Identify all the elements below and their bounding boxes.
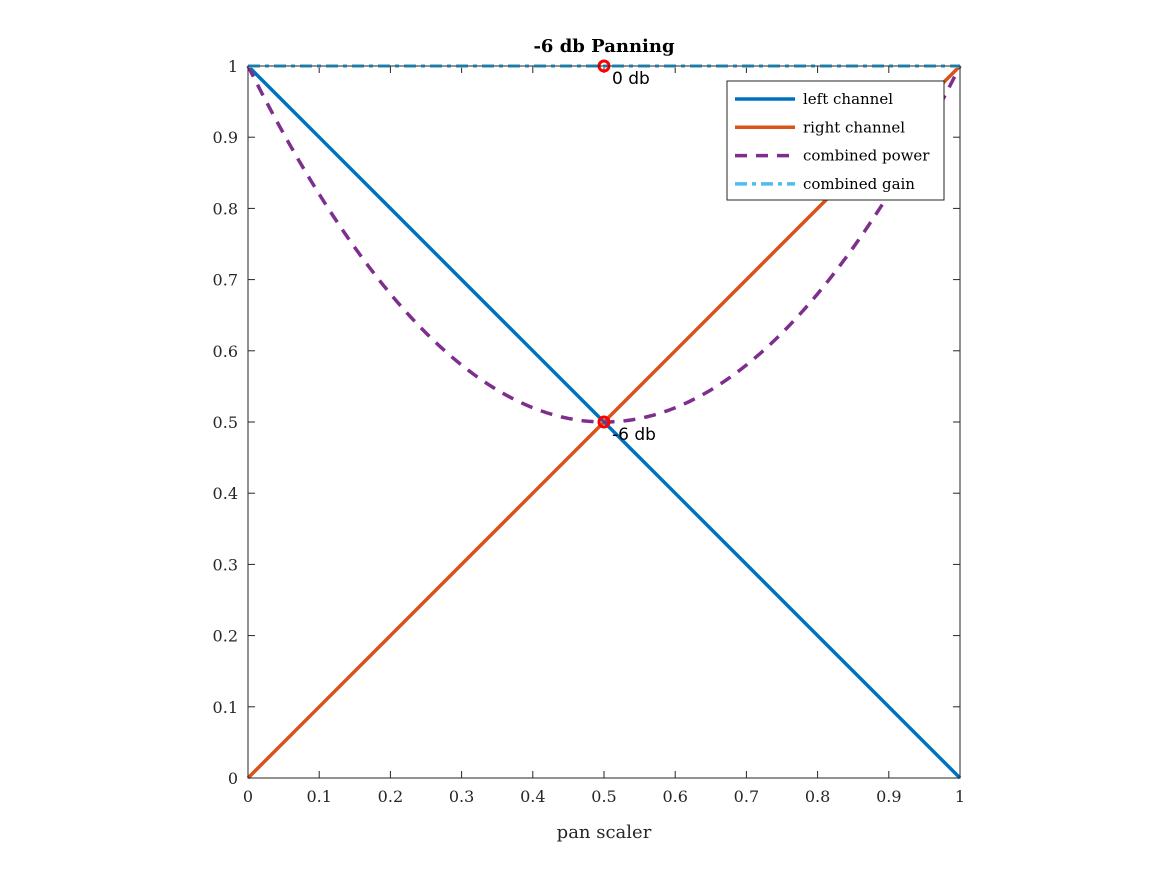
x-tick-label: 0.1: [306, 787, 331, 806]
legend-label: combined gain: [803, 175, 915, 193]
y-tick-label: 1: [228, 57, 238, 76]
y-tick-label: 0.9: [213, 128, 238, 147]
y-tick-label: 0.4: [213, 484, 238, 503]
x-tick-label: 0.2: [378, 787, 403, 806]
x-tick-label: 0.8: [805, 787, 830, 806]
series-line-combined-power: [246, 65, 962, 424]
legend-label: left channel: [803, 90, 893, 108]
y-tick-label: 0: [228, 769, 238, 788]
x-tick-label: 0: [243, 787, 253, 806]
y-tick-label: 0.5: [213, 413, 238, 432]
y-tick-label: 0.7: [213, 271, 238, 290]
x-tick-label: 0.9: [876, 787, 901, 806]
x-tick-label: 0.4: [520, 787, 545, 806]
chart-title: -6 db Panning: [533, 36, 675, 57]
x-axis-label: pan scaler: [557, 822, 652, 843]
x-tick-label: 1: [955, 787, 965, 806]
y-tick-label: 0.8: [213, 199, 238, 218]
annotation-marker: [597, 415, 611, 429]
x-tick-label: 0.7: [734, 787, 759, 806]
legend-box: [726, 80, 945, 201]
annotation-label: -6 db: [612, 425, 656, 445]
y-tick-label: 0.1: [213, 698, 238, 717]
legend-label: right channel: [803, 118, 905, 136]
x-tick-label: 0.6: [662, 787, 687, 806]
legend-label: combined power: [803, 147, 930, 165]
x-tick-label: 0.3: [449, 787, 474, 806]
x-tick-label: 0.5: [591, 787, 616, 806]
axes-box: [247, 65, 961, 779]
y-tick-label: 0.2: [213, 627, 238, 646]
legend: left channel right channel combined power c…: [726, 80, 945, 201]
y-tick-label: 0.3: [213, 555, 238, 574]
annotation-label: 0 db: [612, 69, 650, 89]
y-tick-label: 0.6: [213, 342, 238, 361]
